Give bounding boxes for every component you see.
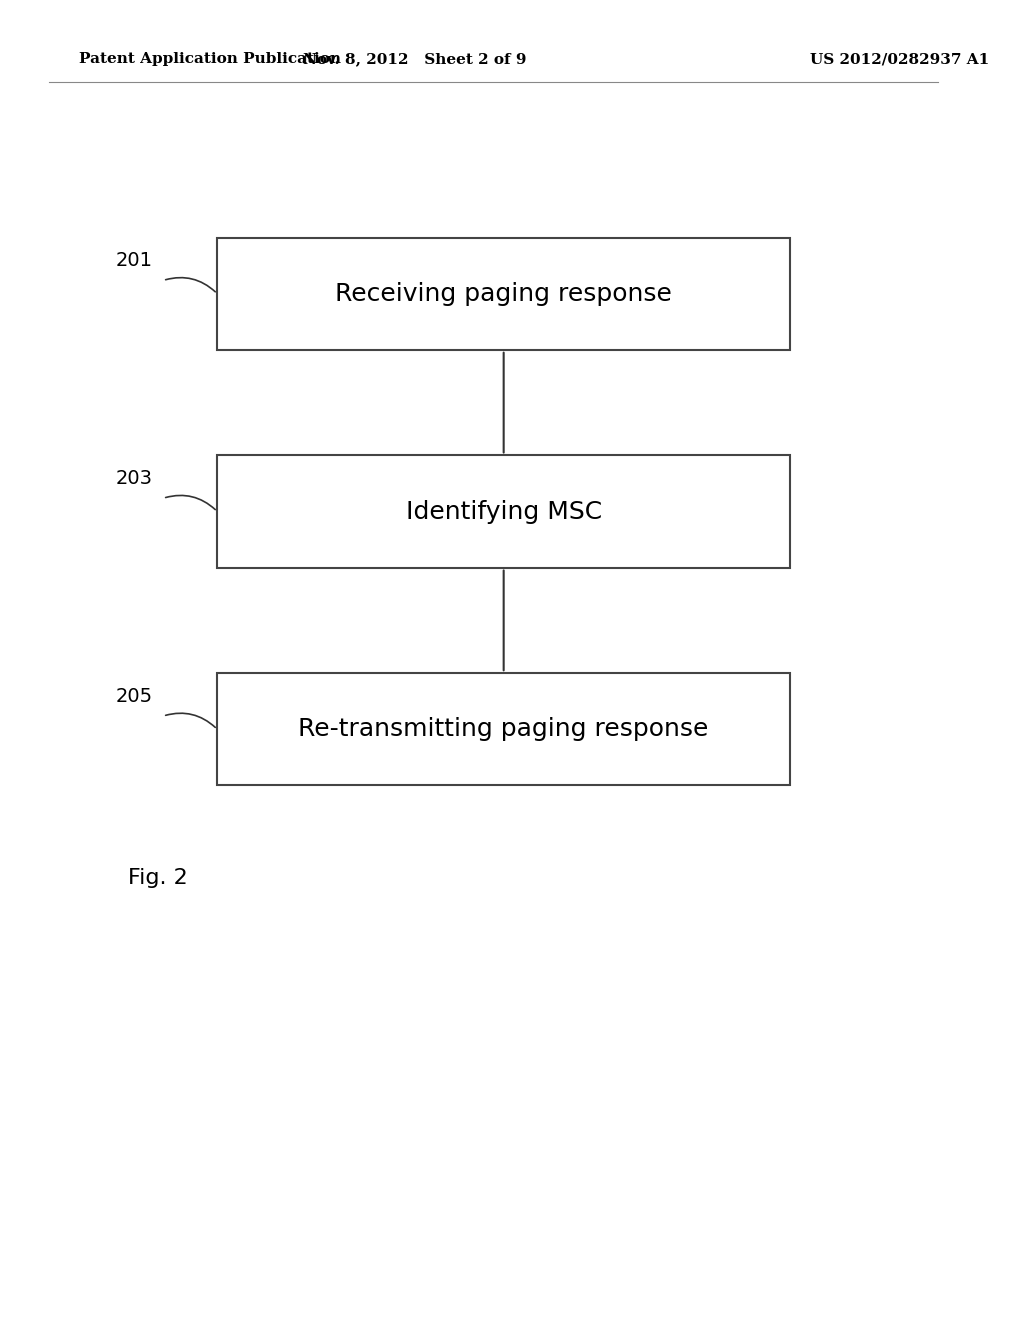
- FancyArrowPatch shape: [166, 713, 215, 727]
- FancyBboxPatch shape: [217, 455, 791, 568]
- Text: Fig. 2: Fig. 2: [128, 867, 188, 888]
- Text: US 2012/0282937 A1: US 2012/0282937 A1: [810, 53, 989, 66]
- Text: Receiving paging response: Receiving paging response: [335, 281, 672, 306]
- FancyArrowPatch shape: [166, 277, 215, 292]
- Text: Re-transmitting paging response: Re-transmitting paging response: [298, 717, 709, 742]
- Text: 205: 205: [116, 686, 153, 706]
- FancyBboxPatch shape: [217, 238, 791, 350]
- Text: Identifying MSC: Identifying MSC: [406, 499, 602, 524]
- Text: 201: 201: [116, 251, 153, 271]
- Text: 203: 203: [116, 469, 153, 488]
- Text: Patent Application Publication: Patent Application Publication: [79, 53, 341, 66]
- FancyBboxPatch shape: [217, 673, 791, 785]
- Text: Nov. 8, 2012   Sheet 2 of 9: Nov. 8, 2012 Sheet 2 of 9: [303, 53, 526, 66]
- FancyArrowPatch shape: [166, 495, 215, 510]
